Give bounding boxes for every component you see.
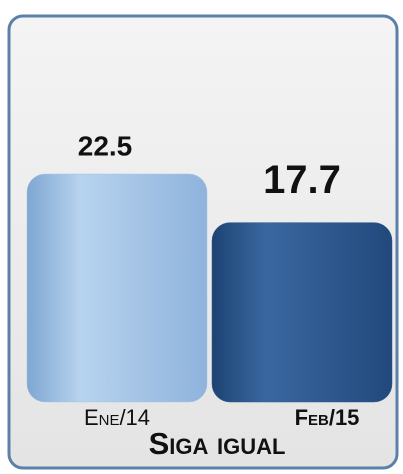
bar bbox=[26, 173, 208, 403]
bar bbox=[211, 222, 393, 403]
chart-title: Siga igual bbox=[149, 426, 286, 461]
value-label: 17.7 bbox=[263, 158, 341, 202]
value-label: 22.5 bbox=[78, 130, 133, 161]
x-tick-label: Ene/14 bbox=[84, 405, 150, 430]
x-tick-label: Feb/15 bbox=[295, 405, 360, 430]
